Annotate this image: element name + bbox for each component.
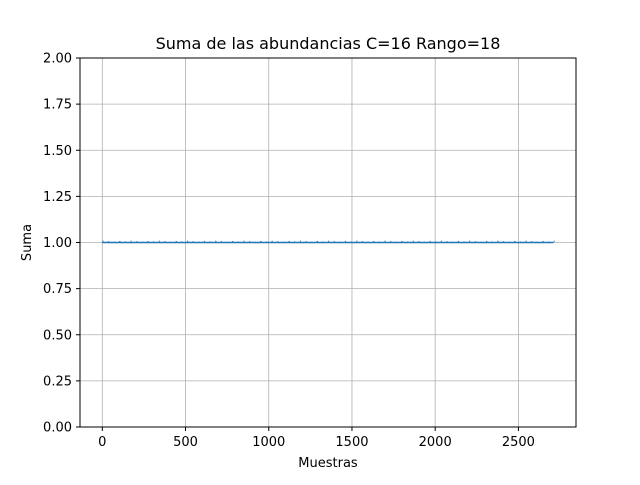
chart-title: Suma de las abundancias C=16 Rango=18 <box>156 34 501 53</box>
x-axis-label: Muestras <box>298 456 358 471</box>
y-tick-label: 0.75 <box>43 282 72 297</box>
y-tick-label: 0.50 <box>43 328 72 343</box>
axis-ticks: 0 500 1000 1500 2000 2500 0.00 0.25 0.50 0.75 1.00… <box>43 52 535 451</box>
y-tick-label: 1.00 <box>43 236 72 251</box>
y-tick-label: 1.75 <box>43 98 72 113</box>
x-tick-label: 1000 <box>252 435 285 450</box>
x-tick-label: 1500 <box>335 435 368 450</box>
y-tick-label: 0.25 <box>43 374 72 389</box>
y-tick-label: 0.00 <box>43 421 72 436</box>
series-noise-marks <box>102 240 555 243</box>
y-axis-label: Suma <box>20 224 35 261</box>
x-tick-label: 500 <box>173 435 198 450</box>
x-tick-label: 2500 <box>502 435 535 450</box>
y-tick-label: 1.25 <box>43 190 72 205</box>
y-tick-label: 2.00 <box>43 52 72 67</box>
x-tick-label: 0 <box>98 435 106 450</box>
series-layer <box>102 240 555 244</box>
x-tick-label: 2000 <box>419 435 452 450</box>
y-tick-label: 1.50 <box>43 144 72 159</box>
